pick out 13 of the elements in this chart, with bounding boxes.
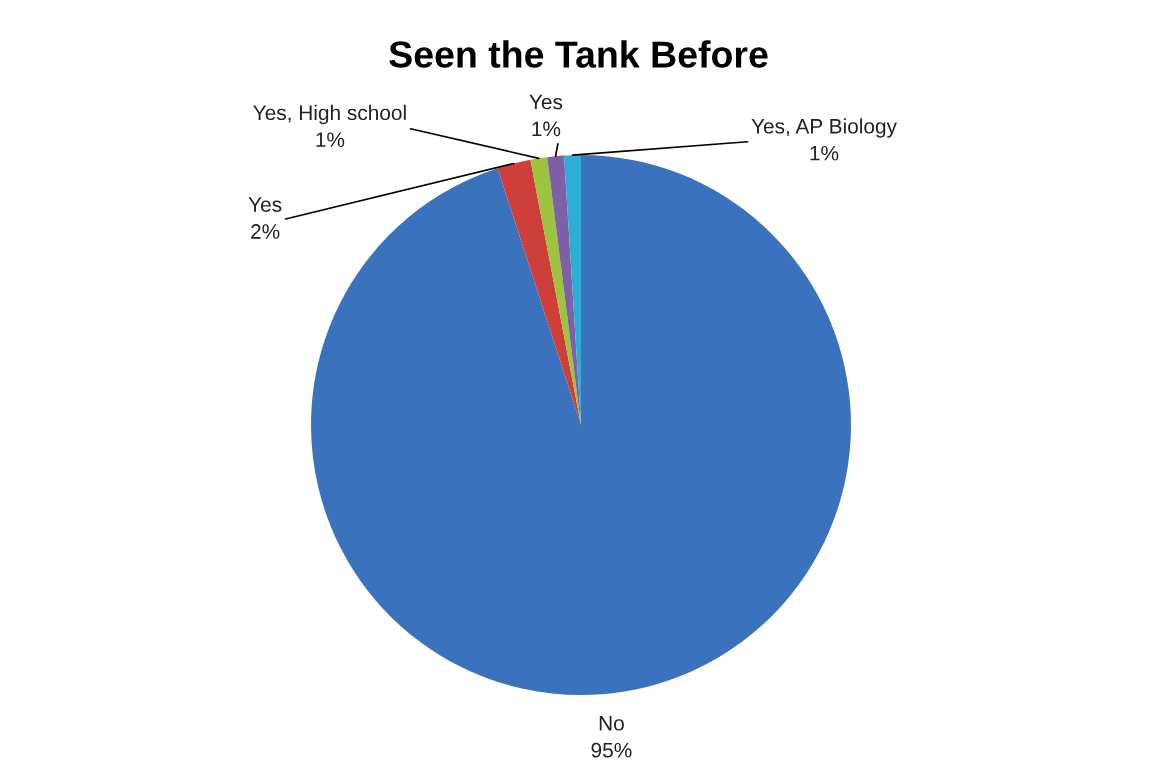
data-label: 2% (251, 224, 280, 239)
pie-slice (497, 159, 581, 425)
slice-label: No (599, 716, 624, 731)
slice-label: Yes (248, 197, 282, 212)
data-label: 1% (316, 132, 345, 147)
slice-label: Yes, High school (253, 104, 406, 125)
slice-label: Yes (529, 94, 563, 110)
pie-slice (530, 157, 581, 425)
data-label: 1% (810, 145, 839, 161)
data-label: 95% (591, 742, 632, 758)
chart-title: Seen the Tank Before (389, 40, 768, 68)
data-label: 1% (532, 121, 561, 137)
slice-label: Yes, AP Biology (751, 118, 897, 138)
